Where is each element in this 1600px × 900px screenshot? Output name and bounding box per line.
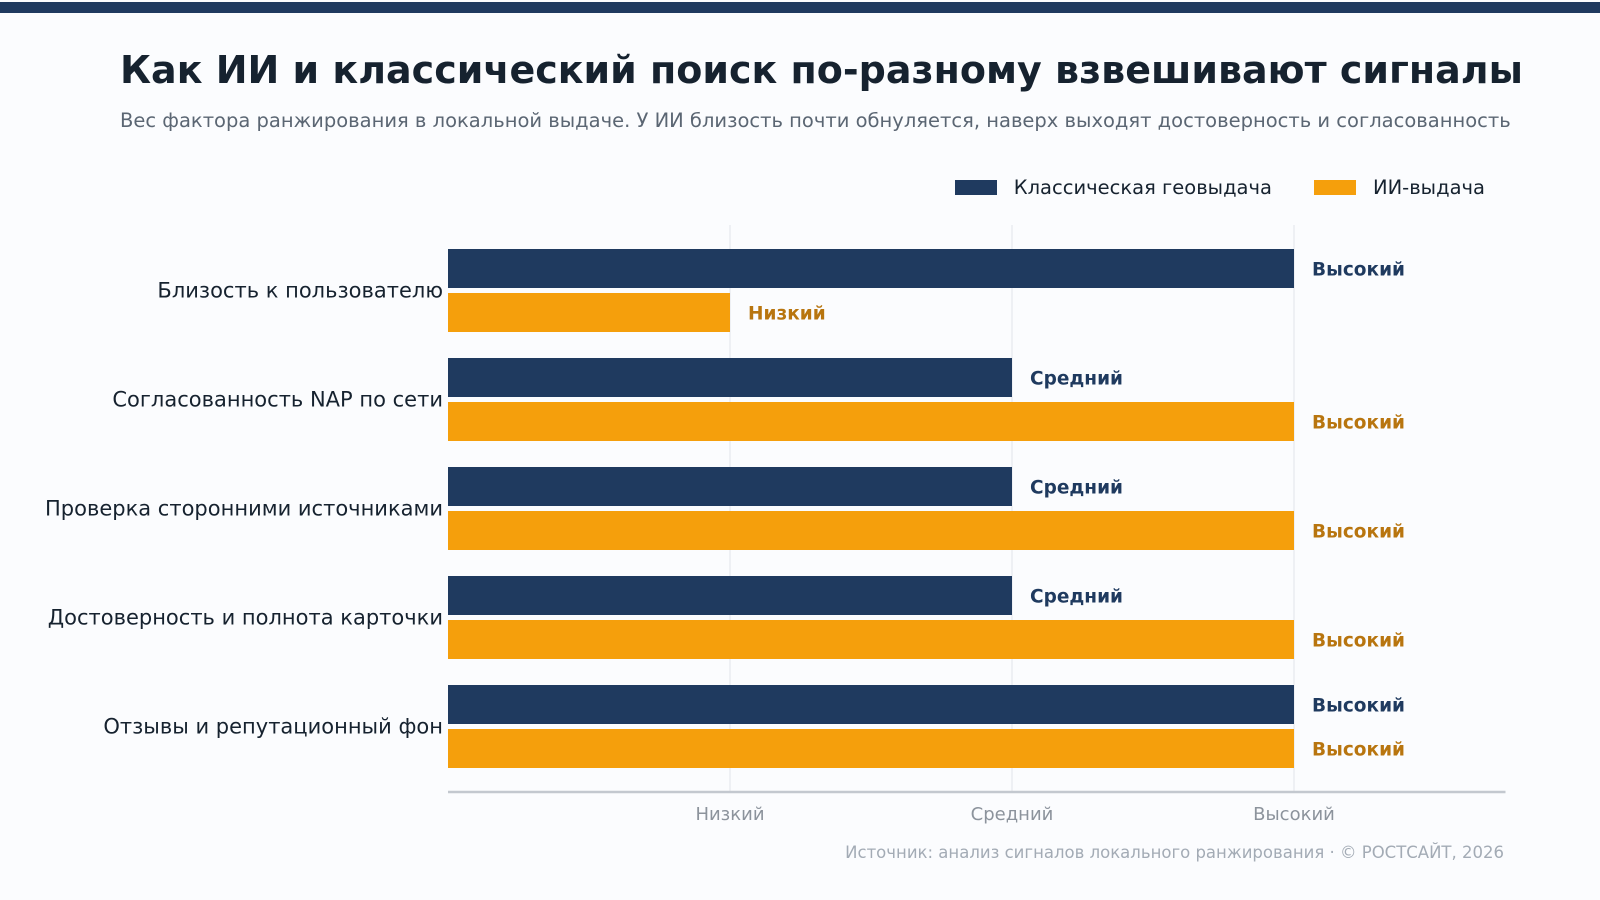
data-label-classic-4: Средний [1030, 587, 1123, 608]
bar-ai-4 [448, 620, 1294, 659]
legend-item-classic: Классическая геовыдача [954, 176, 1272, 199]
legend-swatch-ai [1313, 180, 1356, 195]
bar-classic-4 [448, 576, 1012, 615]
chart-subtitle: Вес фактора ранжирования в локальной выд… [120, 109, 1511, 132]
legend-swatch-classic [954, 180, 997, 195]
x-tick-label-2: Средний [971, 804, 1054, 825]
x-tick-label-3: Высокий [1253, 804, 1335, 825]
legend-item-ai: ИИ-выдача [1313, 176, 1485, 199]
data-label-classic-3: Средний [1030, 478, 1123, 499]
data-label-ai-5: Высокий [1312, 740, 1405, 761]
category-label-2: Согласованность NAP по сети [112, 388, 443, 412]
top-accent-bar [0, 2, 1600, 13]
bar-ai-5 [448, 729, 1294, 768]
category-label-4: Достоверность и полнота карточки [48, 606, 443, 630]
data-label-classic-1: Высокий [1312, 260, 1405, 281]
data-label-ai-2: Высокий [1312, 413, 1405, 434]
category-label-1: Близость к пользователю [157, 279, 443, 303]
legend-label-ai: ИИ-выдача [1372, 176, 1485, 199]
legend: Классическая геовыдача ИИ-выдача [913, 176, 1485, 199]
category-label-5: Отзывы и репутационный фон [103, 715, 443, 739]
bar-ai-3 [448, 511, 1294, 550]
bar-ai-1 [448, 293, 730, 332]
data-label-ai-4: Высокий [1312, 631, 1405, 652]
bar-classic-1 [448, 249, 1294, 288]
data-label-ai-1: Низкий [748, 304, 826, 325]
legend-label-classic: Классическая геовыдача [1013, 176, 1272, 199]
category-label-3: Проверка сторонними источниками [45, 497, 443, 521]
data-label-ai-3: Высокий [1312, 522, 1405, 543]
bar-classic-2 [448, 358, 1012, 397]
chart-title: Как ИИ и классический поиск по-разному в… [120, 48, 1523, 92]
x-tick-label-1: Низкий [695, 804, 764, 825]
data-label-classic-5: Высокий [1312, 696, 1405, 717]
source-note: Источник: анализ сигналов локального ран… [845, 843, 1504, 862]
bar-ai-2 [448, 402, 1294, 441]
bar-classic-3 [448, 467, 1012, 506]
bar-classic-5 [448, 685, 1294, 724]
data-label-classic-2: Средний [1030, 369, 1123, 390]
